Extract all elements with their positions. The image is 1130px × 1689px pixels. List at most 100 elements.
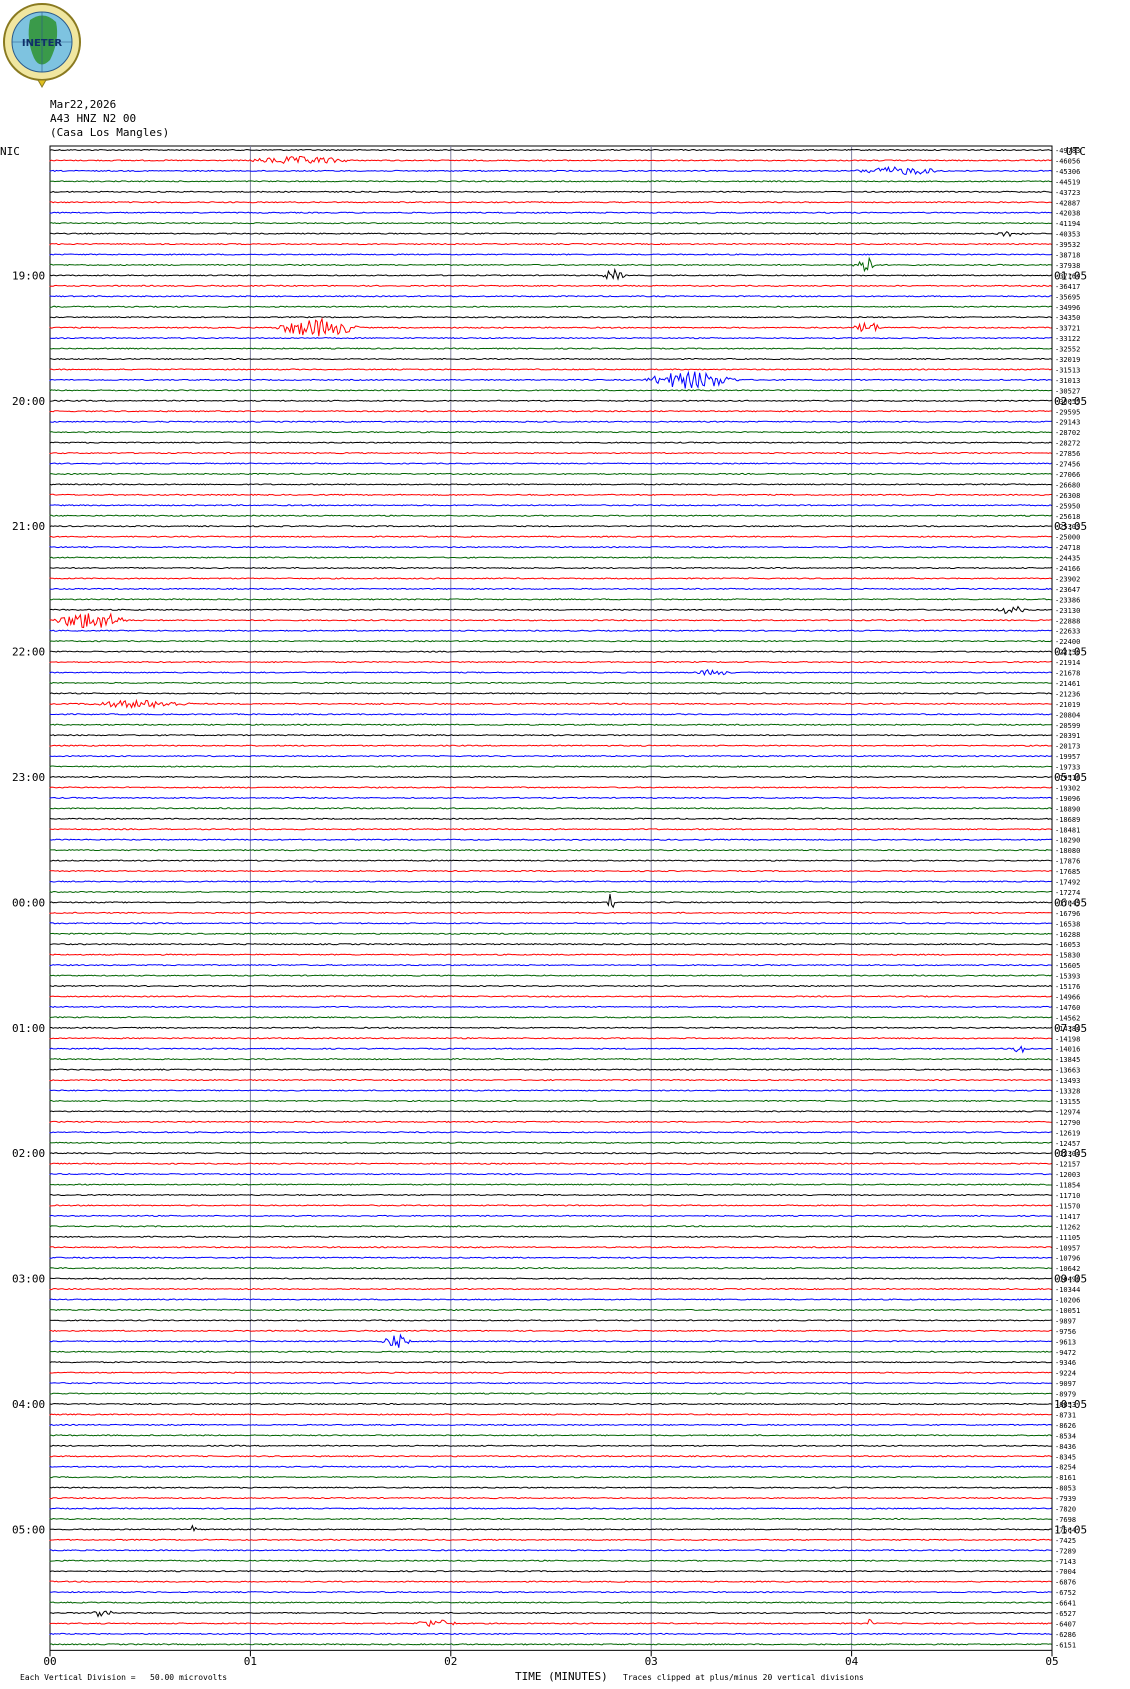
trace-offset-label: -15176 bbox=[1055, 983, 1080, 991]
trace-offset-label: -37164 bbox=[1055, 272, 1080, 280]
seismic-trace bbox=[49, 1559, 1052, 1562]
trace-offset-label: -46056 bbox=[1055, 157, 1080, 165]
seismic-trace bbox=[49, 1632, 1052, 1636]
trace-offset-label: -32019 bbox=[1055, 356, 1080, 364]
trace-offset-label: -27856 bbox=[1055, 450, 1080, 458]
right-timezone-label: UTC bbox=[1066, 145, 1086, 158]
seismic-trace bbox=[49, 1214, 1052, 1217]
seismic-trace bbox=[49, 1045, 1052, 1054]
left-hour-label: 03:00 bbox=[12, 1273, 45, 1286]
seismic-trace bbox=[49, 1455, 1052, 1458]
seismic-trace bbox=[49, 807, 1052, 810]
seismic-trace bbox=[49, 1308, 1052, 1312]
right-hour-label: 04:05 bbox=[1054, 646, 1087, 659]
trace-offset-label: -19957 bbox=[1055, 753, 1080, 761]
trace-offset-label: -8161 bbox=[1055, 1474, 1076, 1482]
trace-offset-label: -17274 bbox=[1055, 889, 1080, 897]
seismic-trace bbox=[49, 1329, 1052, 1332]
seismic-trace bbox=[49, 587, 1052, 590]
seismic-trace bbox=[49, 211, 1052, 214]
trace-offset-label: -33721 bbox=[1055, 325, 1080, 333]
seismic-trace bbox=[49, 1287, 1052, 1291]
trace-offset-label: -16796 bbox=[1055, 910, 1080, 918]
x-tick-label: 02 bbox=[444, 1655, 457, 1668]
seismic-trace bbox=[49, 347, 1052, 350]
trace-offset-label: -33122 bbox=[1055, 335, 1080, 343]
trace-offset-label: -19302 bbox=[1055, 784, 1080, 792]
seismic-trace bbox=[49, 316, 1052, 337]
seismic-trace bbox=[49, 155, 1052, 165]
seismic-trace bbox=[49, 370, 1052, 389]
trace-offset-label: -17876 bbox=[1055, 858, 1080, 866]
seismic-trace bbox=[49, 880, 1052, 883]
trace-offset-label: -8853 bbox=[1055, 1401, 1076, 1409]
trace-offset-label: -23902 bbox=[1055, 575, 1080, 583]
seismic-trace bbox=[49, 943, 1052, 946]
seismic-trace bbox=[49, 723, 1052, 726]
right-hour-label: 02:05 bbox=[1054, 395, 1087, 408]
seismic-trace bbox=[49, 1444, 1052, 1447]
trace-offset-label: -18890 bbox=[1055, 805, 1080, 813]
trace-offset-label: -6407 bbox=[1055, 1620, 1076, 1628]
trace-offset-label: -29595 bbox=[1055, 408, 1080, 416]
trace-offset-label: -34996 bbox=[1055, 304, 1080, 312]
seismic-trace bbox=[49, 1110, 1052, 1113]
seismic-trace bbox=[49, 984, 1052, 988]
right-hour-label: 01:05 bbox=[1054, 269, 1087, 282]
trace-offset-label: -6527 bbox=[1055, 1610, 1076, 1618]
seismic-trace bbox=[49, 1549, 1052, 1552]
seismic-trace bbox=[49, 640, 1052, 643]
trace-offset-label: -27456 bbox=[1055, 461, 1080, 469]
trace-offset-label: -22633 bbox=[1055, 628, 1080, 636]
trace-offset-label: -14016 bbox=[1055, 1046, 1080, 1054]
trace-offset-label: -22156 bbox=[1055, 649, 1080, 657]
seismic-trace bbox=[49, 1402, 1052, 1406]
trace-offset-label: -20173 bbox=[1055, 743, 1080, 751]
seismic-trace bbox=[49, 493, 1052, 497]
seismic-trace bbox=[49, 668, 1052, 677]
trace-offset-label: -7820 bbox=[1055, 1506, 1076, 1514]
trace-offset-label: -24718 bbox=[1055, 544, 1080, 552]
seismic-trace bbox=[49, 410, 1052, 413]
seismic-trace bbox=[49, 1225, 1052, 1228]
trace-offset-label: -17492 bbox=[1055, 879, 1080, 887]
trace-offset-label: -13155 bbox=[1055, 1098, 1080, 1106]
trace-offset-label: -35695 bbox=[1055, 293, 1080, 301]
trace-offset-label: -15393 bbox=[1055, 973, 1080, 981]
trace-offset-label: -12619 bbox=[1055, 1129, 1080, 1137]
right-hour-label: 03:05 bbox=[1054, 520, 1087, 533]
trace-offset-label: -14760 bbox=[1055, 1004, 1080, 1012]
trace-offset-label: -36417 bbox=[1055, 283, 1080, 291]
trace-offset-label: -16053 bbox=[1055, 941, 1080, 949]
seismic-trace bbox=[49, 775, 1052, 779]
seismic-trace bbox=[49, 165, 1052, 176]
trace-offset-label: -13493 bbox=[1055, 1077, 1080, 1085]
trace-offset-label: -10206 bbox=[1055, 1297, 1080, 1305]
left-hour-label: 00:00 bbox=[12, 896, 45, 909]
left-hour-label: 22:00 bbox=[12, 646, 45, 659]
header-date: Mar22,2026 bbox=[50, 98, 117, 111]
trace-offset-label: -41194 bbox=[1055, 220, 1080, 228]
left-hour-label: 21:00 bbox=[12, 520, 45, 533]
seismic-trace bbox=[49, 1570, 1052, 1573]
x-tick-label: 03 bbox=[645, 1655, 658, 1668]
right-hour-label: 07:05 bbox=[1054, 1022, 1087, 1035]
trace-offset-label: -43723 bbox=[1055, 189, 1080, 197]
right-hour-label: 11:05 bbox=[1054, 1523, 1087, 1536]
trace-offset-label: -42887 bbox=[1055, 199, 1080, 207]
trace-offset-label: -22888 bbox=[1055, 617, 1080, 625]
seismic-trace bbox=[49, 535, 1052, 538]
trace-offset-label: -21678 bbox=[1055, 670, 1080, 678]
seismic-trace bbox=[49, 148, 1052, 152]
trace-offset-label: -10642 bbox=[1055, 1265, 1080, 1273]
trace-offset-label: -13328 bbox=[1055, 1088, 1080, 1096]
seismic-trace bbox=[49, 295, 1052, 298]
seismic-trace bbox=[49, 1131, 1052, 1134]
trace-offset-label: -9756 bbox=[1055, 1328, 1076, 1336]
seismic-trace bbox=[49, 1538, 1052, 1542]
seismic-trace bbox=[49, 368, 1052, 371]
trace-offset-label: -31013 bbox=[1055, 377, 1080, 385]
seismic-trace bbox=[49, 357, 1052, 361]
seismic-trace bbox=[49, 1204, 1052, 1207]
trace-offset-label: -37938 bbox=[1055, 262, 1080, 270]
